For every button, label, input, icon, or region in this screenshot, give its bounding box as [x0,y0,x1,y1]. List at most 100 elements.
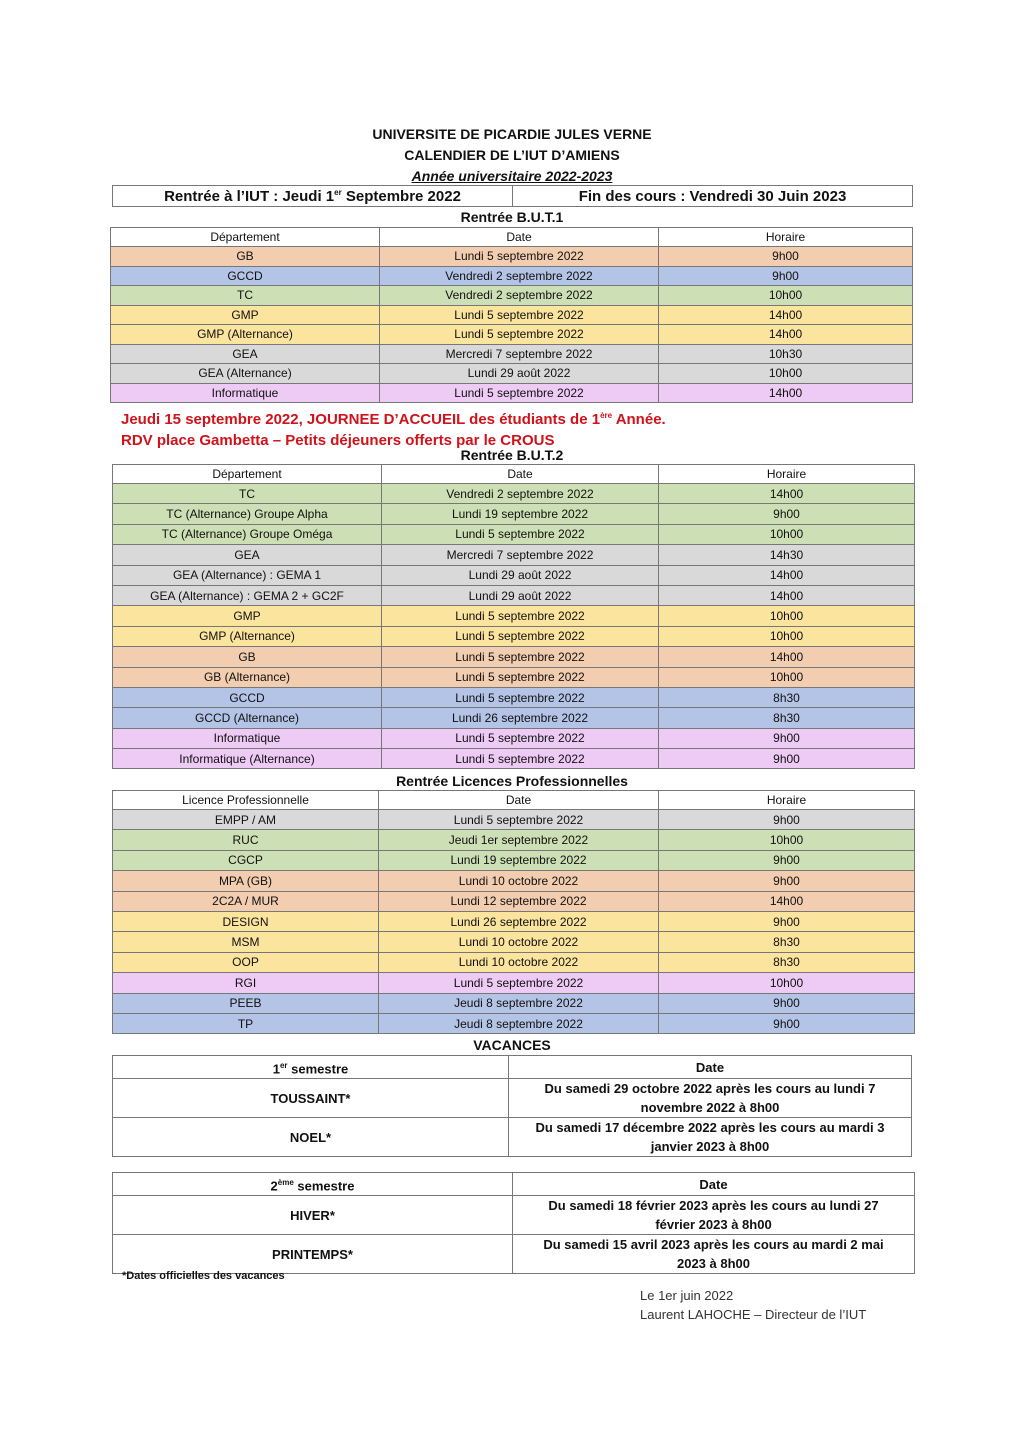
academic-year: Année universitaire 2022-2023 [411,168,613,184]
date-cell: Lundi 5 septembre 2022 [381,523,659,546]
time-cell: 10h00 [658,605,915,627]
vacation-name: NOEL* [112,1117,509,1158]
program-cell: TC (Alternance) Groupe Alpha [112,503,382,525]
date-cell: Lundi 12 septembre 2022 [378,890,659,912]
time-cell: 9h00 [658,1012,915,1035]
date-cell: Lundi 5 septembre 2022 [379,304,659,325]
date-cell: Mercredi 7 septembre 2022 [381,544,659,566]
table-row: GB Lundi 5 septembre 2022 9h00 [110,246,913,267]
table-row: GCCD Lundi 5 septembre 2022 8h30 [112,686,915,709]
time-cell: 9h00 [658,246,913,267]
program-cell: PEEB [112,992,379,1014]
time-cell: 14h00 [658,482,915,505]
date-cell: Lundi 5 septembre 2022 [379,246,659,267]
table-row: TC Vendredi 2 septembre 2022 10h00 [110,285,913,306]
table-row: GMP Lundi 5 septembre 2022 10h00 [112,605,915,627]
vacances-s2-table: 2ème semestre Date HIVER* Du samedi 18 fév… [112,1171,915,1275]
table-row: GMP (Alternance) Lundi 5 septembre 2022 14… [110,324,913,345]
program-cell: DESIGN [112,910,379,933]
program-cell: GCCD (Alternance) [112,707,382,729]
table-row: TC (Alternance) Groupe Alpha Lundi 19 sep… [112,503,915,525]
date-cell: Vendredi 2 septembre 2022 [379,285,659,306]
header-row: Licence Professionnelle Date Horaire [112,790,915,810]
program-cell: GEA [110,343,380,364]
time-cell: 9h00 [658,849,915,872]
vacation-name: HIVER* [112,1195,513,1236]
program-cell: GMP (Alternance) [110,324,380,345]
time-cell: 8h30 [658,931,915,953]
date-header: Date [512,1171,915,1197]
program-cell: OOP [112,951,379,974]
date-cell: Vendredi 2 septembre 2022 [381,482,659,505]
time-cell: 10h00 [658,363,913,384]
table-row: Informatique Lundi 5 septembre 2022 14h00 [110,382,913,403]
table-row: EMPP / AM Lundi 5 septembre 2022 9h00 [112,808,915,831]
date-cell: Lundi 5 septembre 2022 [381,748,659,770]
date-cell: Lundi 19 septembre 2022 [378,849,659,872]
table-row: TC (Alternance) Groupe Oméga Lundi 5 sept… [112,523,915,546]
lp-title: Rentrée Licences Professionnelles [396,773,628,789]
program-cell: GEA (Alternance) : GEMA 2 + GC2F [112,584,382,607]
time-cell: 9h00 [658,727,915,750]
time-cell: 10h00 [658,666,915,688]
table-row: RUC Jeudi 1er septembre 2022 10h00 [112,829,915,851]
program-cell: TP [112,1012,379,1035]
fin-cours-date: Fin des cours : Vendredi 30 Juin 2023 [512,185,913,207]
time-cell: 9h00 [658,748,915,770]
program-cell: EMPP / AM [112,808,379,831]
time-cell: 14h00 [658,646,915,668]
date-cell: Lundi 26 septembre 2022 [378,910,659,933]
signature-author: Laurent LAHOCHE – Directeur de l’IUT [640,1307,867,1322]
date-cell: Lundi 5 septembre 2022 [378,808,659,831]
table-row: DESIGN Lundi 26 septembre 2022 9h00 [112,910,915,933]
column-header: Horaire [658,464,915,484]
program-cell: GCCD [110,265,380,286]
vacation-dates: Du samedi 18 février 2023 après les cour… [512,1195,915,1236]
vacation-dates: Du samedi 17 décembre 2022 après les cou… [508,1117,912,1158]
time-cell: 9h00 [658,992,915,1014]
table-row: GEA Mercredi 7 septembre 2022 14h30 [112,544,915,566]
program-cell: GEA (Alternance) [110,363,380,384]
time-cell: 14h00 [658,584,915,607]
date-header: Date [508,1054,912,1080]
column-header: Département [110,227,380,247]
time-cell: 9h00 [658,910,915,933]
rentree-date: Rentrée à l’IUT : Jeudi 1er Septembre 20… [112,185,513,207]
date-cell: Jeudi 8 septembre 2022 [378,1012,659,1035]
time-cell: 10h30 [658,343,913,364]
signature-date: Le 1er juin 2022 [640,1288,734,1303]
semester-header: 2ème semestre [112,1171,513,1197]
vacation-dates: Du samedi 15 avril 2023 après les cours … [512,1234,915,1275]
program-cell: GEA [112,544,382,566]
program-cell: RGI [112,972,379,994]
program-cell: TC [110,285,380,306]
table-row: GEA (Alternance) : GEMA 1 Lundi 29 août 2… [112,564,915,586]
but1-table: Département Date Horaire GB Lundi 5 septembr… [110,227,913,403]
date-cell: Lundi 29 août 2022 [381,564,659,586]
semester-header: 1er semestre [112,1054,509,1080]
time-cell: 10h00 [658,972,915,994]
time-cell: 8h30 [658,951,915,974]
program-cell: GB [112,646,382,668]
summary-table: Rentrée à l’IUT : Jeudi 1er Septembre 20… [112,185,913,207]
table-row: GEA Mercredi 7 septembre 2022 10h30 [110,343,913,364]
program-cell: TC (Alternance) Groupe Oméga [112,523,382,546]
program-cell: GMP [112,605,382,627]
table-row: GMP (Alternance) Lundi 5 septembre 2022 10… [112,625,915,648]
table-row: GCCD Vendredi 2 septembre 2022 9h00 [110,265,913,286]
table-row: GMP Lundi 5 septembre 2022 14h00 [110,304,913,325]
date-cell: Lundi 10 octobre 2022 [378,931,659,953]
table-row: GEA (Alternance) Lundi 29 août 2022 10h00 [110,363,913,384]
program-cell: MPA (GB) [112,870,379,892]
time-cell: 14h00 [658,890,915,912]
program-cell: GEA (Alternance) : GEMA 1 [112,564,382,586]
table-row: MPA (GB) Lundi 10 octobre 2022 9h00 [112,870,915,892]
program-cell: GB [110,246,380,267]
table-row: GCCD (Alternance) Lundi 26 septembre 2022… [112,707,915,729]
column-header: Date [379,227,659,247]
column-header: Horaire [658,790,915,810]
time-cell: 10h00 [658,523,915,546]
time-cell: 9h00 [658,808,915,831]
program-cell: RUC [112,829,379,851]
table-row: CGCP Lundi 19 septembre 2022 9h00 [112,849,915,872]
